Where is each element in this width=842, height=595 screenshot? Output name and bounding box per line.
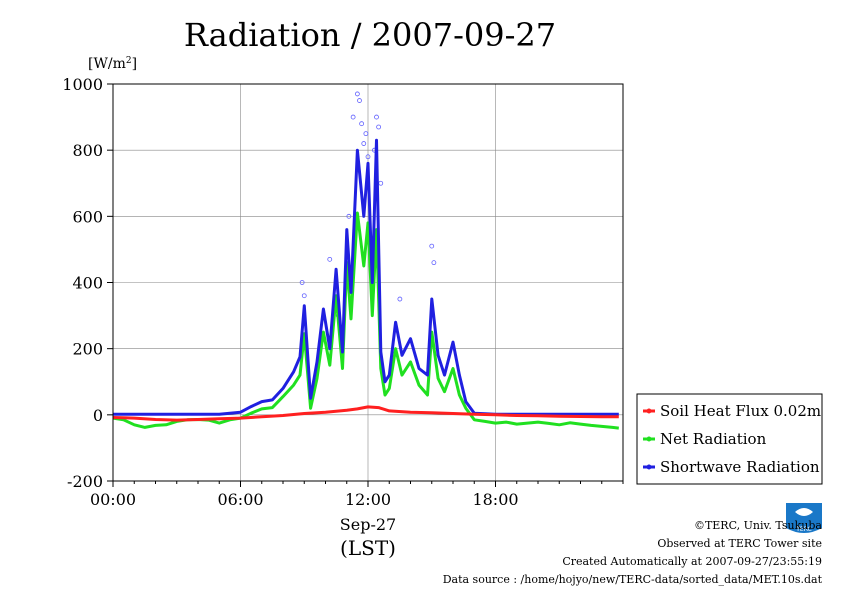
scatter-point — [397, 296, 403, 302]
scatter-point — [357, 98, 362, 103]
legend-label: Shortwave Radiation — [660, 458, 820, 476]
scatter-point — [429, 243, 435, 249]
y-tick-label: 400 — [72, 274, 103, 293]
legend-marker — [646, 436, 652, 442]
y-tick-label: -200 — [67, 472, 103, 491]
chart-title: Radiation / 2007-09-27 — [184, 16, 556, 54]
y-axis-label: [W/m2] — [88, 56, 137, 72]
x-axis-label: (LST) — [340, 536, 396, 560]
series-line-2 — [113, 138, 619, 416]
legend-marker — [646, 464, 652, 470]
x-axis-ticks: 00:00 06:00 12:00 18:00 — [90, 481, 624, 509]
y-tick-label: 0 — [93, 406, 103, 425]
legend-box — [636, 393, 823, 485]
scatter-point — [365, 154, 371, 160]
footer-observed: Observed at TERC Tower site — [657, 537, 822, 550]
x-tick-label: 12:00 — [345, 490, 391, 509]
x-tick-label: 18:00 — [472, 490, 518, 509]
x-tick-label: 00:00 — [90, 490, 136, 509]
legend: Soil Heat Flux 0.02m Net Radiation Shortwa… — [636, 393, 823, 485]
y-tick-label: 200 — [72, 340, 103, 359]
x-tick-label: 06:00 — [217, 490, 263, 509]
scatter-point — [350, 114, 356, 120]
scatter-points — [299, 91, 437, 318]
logo-shield-icon — [786, 503, 822, 533]
series-line-1 — [112, 211, 619, 430]
logo-wave-icon — [795, 508, 813, 516]
scatter-point — [376, 124, 382, 130]
footer-source: Data source : /home/hojyo/new/TERC-data/… — [442, 573, 822, 586]
scatter-point — [346, 213, 352, 219]
legend-label: Net Radiation — [660, 430, 767, 448]
scatter-point — [327, 256, 333, 262]
y-tick-label: 800 — [72, 141, 103, 160]
scatter-point — [431, 260, 437, 266]
scatter-point — [354, 91, 360, 97]
grid-lines — [112, 83, 623, 482]
legend-marker — [646, 408, 652, 414]
y-tick-label: 600 — [72, 207, 103, 226]
scatter-point — [359, 121, 365, 127]
y-axis-ticks: -200 0 200 400 600 800 1000 — [62, 75, 113, 491]
scatter-point — [374, 114, 379, 120]
scatter-point — [363, 131, 369, 137]
scatter-point — [299, 280, 305, 285]
legend-label: Soil Heat Flux 0.02m — [660, 402, 821, 420]
scatter-point — [301, 293, 307, 299]
terc-logo: TERC — [786, 503, 822, 533]
series-line-0 — [112, 405, 619, 422]
scatter-point — [361, 141, 367, 146]
svg-text:TERC: TERC — [795, 526, 812, 533]
scatter-point — [378, 180, 384, 186]
series-lines — [112, 138, 619, 430]
x-axis-date-label: Sep-27 — [340, 515, 396, 534]
footer-created: Created Automatically at 2007-09-27/23:5… — [562, 555, 822, 568]
y-tick-label: 1000 — [62, 75, 103, 94]
footer-copyright: ©TERC, Univ. Tsukuba — [693, 519, 822, 532]
